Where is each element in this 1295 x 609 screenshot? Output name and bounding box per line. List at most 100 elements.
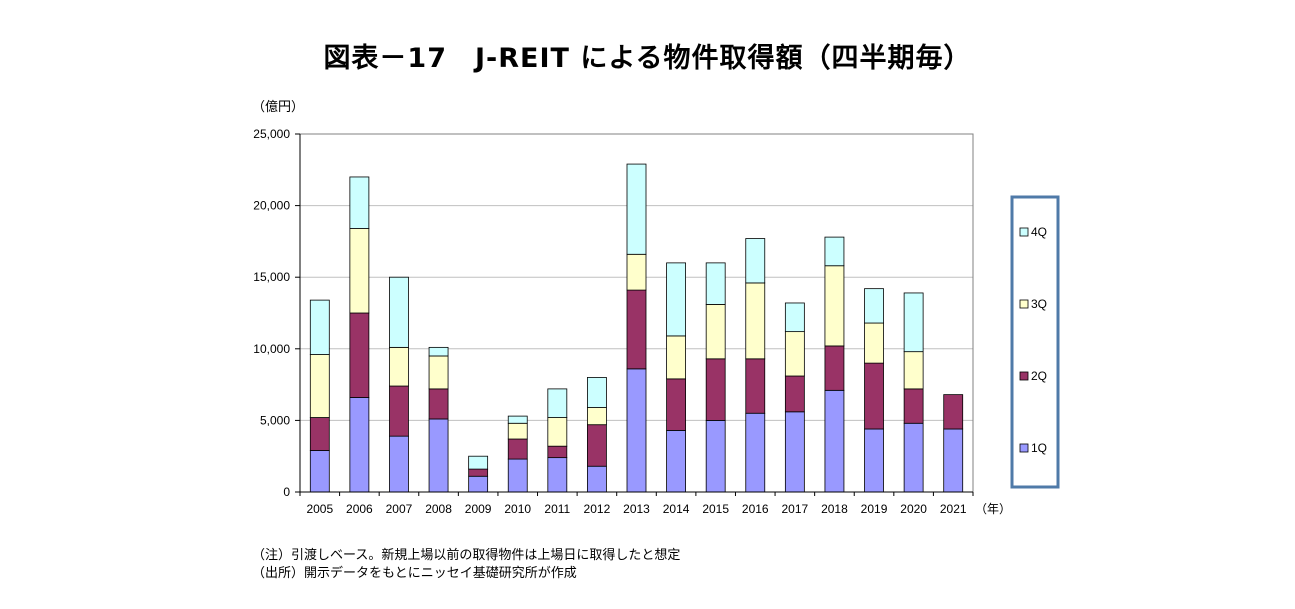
bar-segment-2Q [309,417,330,451]
bar-segment-4Q [349,176,370,229]
bar-segment-3Q [705,304,726,360]
legend: 4Q 3Q 2Q 1Q [1010,195,1060,489]
chart-title: 図表－17 J-REIT による物件取得額（四半期毎） [323,43,972,74]
bar-segment-3Q [864,322,884,364]
bar-segment-2Q [468,468,489,477]
bar-segment-1Q [349,397,370,493]
legend-label-3Q: 3Q [1031,297,1047,311]
x-tick-label: 2009 [465,502,492,516]
y-tick-label: 0 [283,485,290,499]
bar-segment-4Q [468,455,489,470]
bar-segment-1Q [745,412,766,493]
bar-segment-3Q [428,355,449,390]
bar-segment-1Q [903,422,924,493]
y-axis-unit-label: （億円） [252,100,305,115]
bar-segment-2Q [745,358,766,414]
x-tick-label: 2015 [702,502,729,516]
y-tick-label: 10,000 [253,342,290,356]
footnote-note: （注）引渡しベース。新規上場以前の取得物件は上場日に取得したと想定 [252,548,681,563]
bar-segment-2Q [547,445,568,459]
bar-segment-2Q [864,362,884,430]
x-tick-label: 2014 [663,502,690,516]
bar-segment-4Q [705,262,726,305]
bar-segment-4Q [666,262,686,337]
bar-segment-1Q [547,457,568,493]
bar-segment-3Q [389,346,409,387]
bar-segment-2Q [349,312,370,398]
axes: 0 5,000 10,000 15,000 20,000 25,000 2005 2006 20… [253,127,1011,516]
bar-segment-1Q [389,435,409,493]
legend-swatch-2Q [1019,371,1029,381]
bar-segment-4Q [389,276,409,348]
bar-segment-2Q [784,375,805,413]
bar-segment-4Q [745,238,766,284]
y-tick-label: 15,000 [253,270,290,284]
bar-segment-4Q [626,163,647,255]
bar-segment-1Q [428,418,449,493]
legend-swatch-1Q [1019,443,1029,453]
x-axis-unit-label: （年） [975,502,1011,516]
bar-segment-4Q [309,299,330,355]
y-tick-label: 20,000 [253,199,290,213]
footnote-source: （出所）開示データをもとにニッセイ基礎研究所が作成 [252,566,577,581]
bar-segment-2Q [705,358,726,421]
bar-segment-3Q [587,407,607,426]
x-tick-label: 2020 [900,502,927,516]
x-tick-label: 2005 [306,502,333,516]
x-tick-label: 2013 [623,502,650,516]
bar-segment-3Q [309,354,330,418]
bar-segment-2Q [626,289,647,370]
bar-segment-1Q [666,430,686,493]
x-tick-label: 2007 [386,502,413,516]
bar-segment-4Q [587,377,607,408]
x-tick-label: 2012 [584,502,611,516]
bar-segment-1Q [864,428,884,493]
x-tick-label: 2010 [504,502,531,516]
bar-segment-1Q [705,419,726,493]
y-tick-label: 5,000 [260,413,290,427]
bar-segment-4Q [903,292,924,353]
x-tick-label: 2018 [821,502,848,516]
bar-segment-2Q [587,424,607,467]
bar-segment-2Q [428,388,449,420]
legend-label-4Q: 4Q [1031,225,1047,239]
bar-segment-1Q [943,428,964,493]
bar-segment-3Q [666,335,686,380]
legend-label-1Q: 1Q [1031,441,1047,455]
bar-segment-1Q [626,368,647,493]
bar-segment-3Q [745,282,766,360]
legend-label-2Q: 2Q [1031,369,1047,383]
bar-segment-2Q [389,385,409,437]
bar-segment-3Q [824,265,845,347]
bar-segment-2Q [507,438,528,460]
bar-segment-1Q [468,475,489,493]
bar-segment-4Q [784,302,805,333]
bar-segment-4Q [507,415,528,424]
x-tick-label: 2021 [940,502,967,516]
bar-segment-1Q [784,411,805,493]
bar-segment-4Q [824,236,845,267]
bar-segment-3Q [547,417,568,447]
bar-segment-2Q [903,388,924,424]
y-tick-label: 25,000 [253,127,290,141]
bar-segment-4Q [428,346,449,357]
bar-segment-3Q [903,351,924,390]
bar-segment-3Q [784,331,805,377]
bars [309,163,964,493]
bar-segment-3Q [507,422,528,440]
x-tick-label: 2017 [782,502,809,516]
x-tick-label: 2019 [861,502,888,516]
legend-swatch-4Q [1019,227,1029,237]
bar-segment-1Q [824,389,845,493]
bar-segment-4Q [547,388,568,418]
bar-segment-3Q [349,228,370,314]
bar-segment-2Q [943,394,964,430]
bar-segment-2Q [824,345,845,391]
x-tick-label: 2006 [346,502,373,516]
x-tick-label: 2008 [425,502,452,516]
x-tick-label: 2016 [742,502,769,516]
bar-segment-3Q [626,253,647,291]
x-tick-label: 2011 [544,502,570,516]
bar-segment-1Q [507,458,528,493]
